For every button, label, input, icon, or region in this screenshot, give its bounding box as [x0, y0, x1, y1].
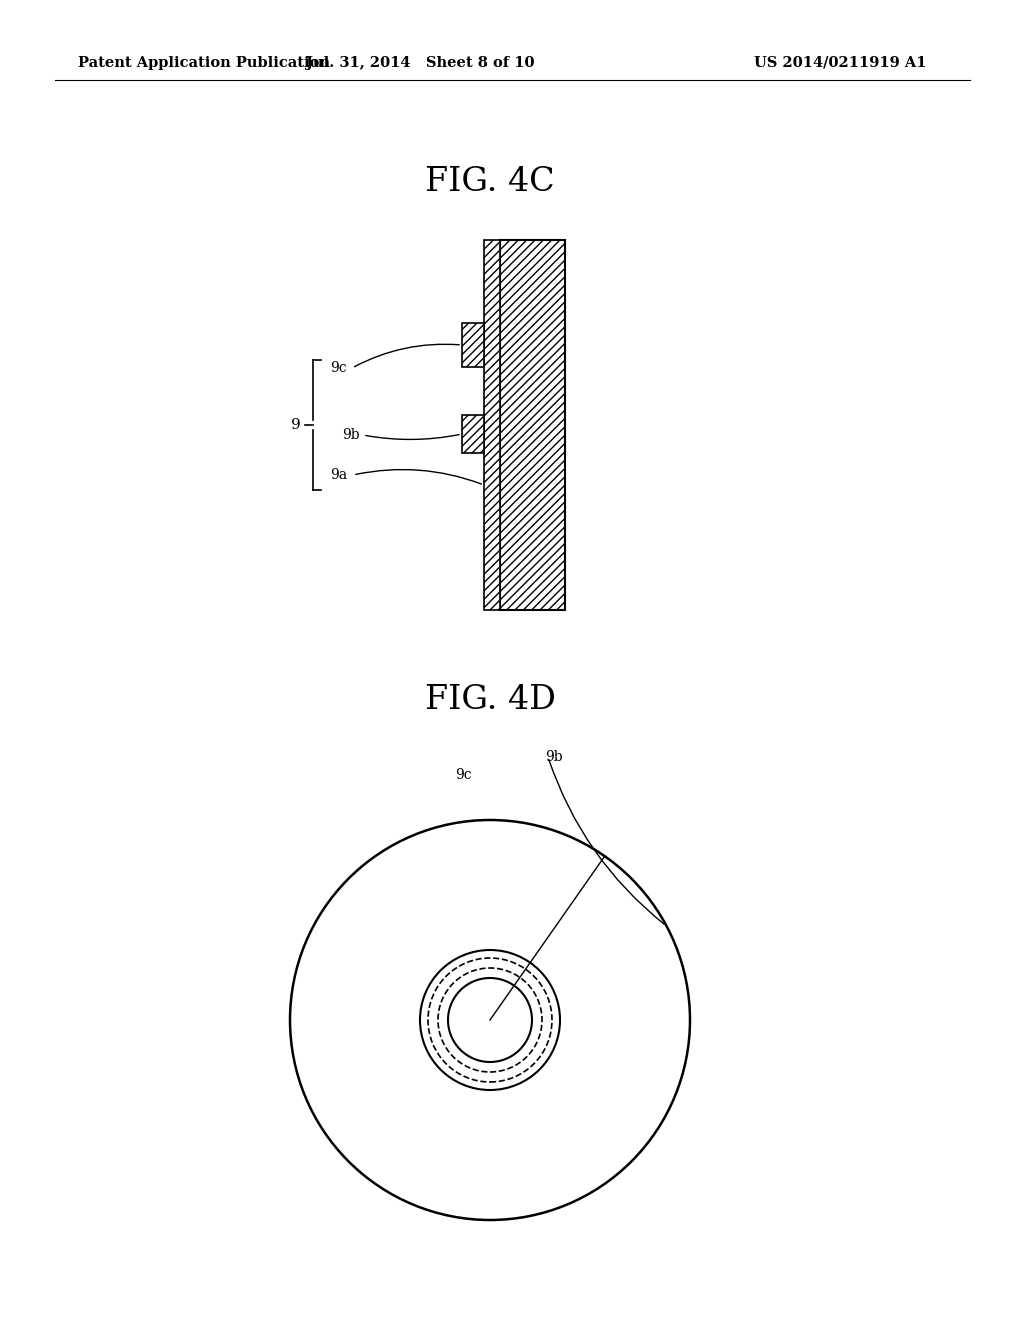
- Bar: [484, 240, 500, 610]
- Bar: [462, 323, 484, 367]
- Text: 9a: 9a: [330, 469, 347, 482]
- Bar: [462, 414, 484, 453]
- Circle shape: [438, 968, 542, 1072]
- Text: 9c: 9c: [455, 768, 472, 781]
- Bar: [500, 240, 565, 610]
- Circle shape: [449, 978, 532, 1063]
- Text: 9: 9: [291, 418, 301, 432]
- Bar: [462, 323, 484, 367]
- Text: FIG. 4C: FIG. 4C: [425, 166, 555, 198]
- Bar: [500, 240, 565, 610]
- Text: 9b: 9b: [342, 428, 359, 442]
- Circle shape: [420, 950, 560, 1090]
- Text: 9b: 9b: [545, 750, 562, 764]
- Text: US 2014/0211919 A1: US 2014/0211919 A1: [754, 55, 927, 70]
- Text: Jul. 31, 2014   Sheet 8 of 10: Jul. 31, 2014 Sheet 8 of 10: [306, 55, 535, 70]
- Bar: [462, 414, 484, 453]
- Circle shape: [428, 958, 552, 1082]
- Bar: [484, 240, 500, 610]
- Text: Patent Application Publication: Patent Application Publication: [78, 55, 330, 70]
- Text: 9c: 9c: [330, 360, 347, 375]
- Text: FIG. 4D: FIG. 4D: [425, 684, 555, 715]
- Circle shape: [290, 820, 690, 1220]
